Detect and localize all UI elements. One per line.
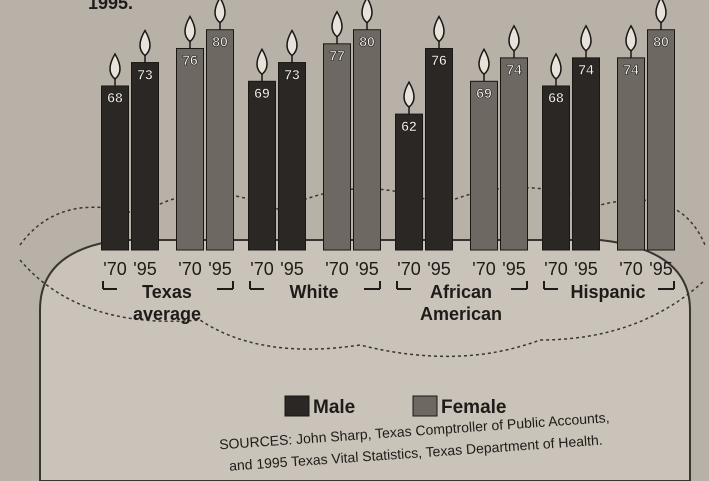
candle-flame [140, 31, 150, 56]
candle-flame [581, 26, 591, 51]
bar [471, 81, 498, 250]
x-tick-label: '70 [178, 259, 201, 279]
value-label: 68 [548, 90, 564, 106]
value-label: 69 [476, 85, 492, 101]
category-label: Hispanic [548, 281, 668, 303]
x-tick-label: '70 [250, 259, 273, 279]
x-tick-label: '95 [427, 259, 450, 279]
value-label: 74 [623, 62, 639, 78]
candle-flame [404, 82, 414, 107]
bar [618, 58, 645, 250]
value-label: 76 [182, 52, 198, 68]
value-label: 69 [254, 85, 270, 101]
candle-flame [257, 49, 267, 74]
bar [426, 48, 453, 250]
bar [354, 30, 381, 250]
bar [501, 58, 528, 250]
value-label: 62 [401, 118, 417, 134]
bar [102, 86, 129, 250]
value-label: 77 [329, 48, 345, 64]
candle-flame [332, 12, 342, 37]
legend-swatch [413, 396, 437, 416]
x-tick-label: '95 [355, 259, 378, 279]
value-label: 80 [359, 33, 375, 49]
candle-flame [479, 49, 489, 74]
value-label: 76 [431, 52, 447, 68]
value-label: 80 [653, 33, 669, 49]
x-tick-label: '70 [472, 259, 495, 279]
candle-flame [362, 0, 372, 23]
candle-flame [626, 26, 636, 51]
x-tick-label: '95 [208, 259, 231, 279]
bar [573, 58, 600, 250]
bar [648, 30, 675, 250]
x-tick-label: '70 [619, 259, 642, 279]
bar [324, 44, 351, 250]
candle-flame [185, 16, 195, 41]
candle-flame [509, 26, 519, 51]
bar [132, 63, 159, 250]
category-label: African American [401, 281, 521, 325]
x-tick-label: '70 [397, 259, 420, 279]
value-label: 68 [107, 90, 123, 106]
bar [396, 114, 423, 250]
legend-swatch [285, 396, 309, 416]
candle-flame [215, 0, 225, 23]
value-label: 74 [578, 62, 594, 78]
legend-label: Female [441, 397, 506, 418]
x-tick-label: '70 [544, 259, 567, 279]
candle-flame [110, 54, 120, 79]
value-label: 73 [284, 66, 300, 82]
bar [279, 63, 306, 250]
bar [207, 30, 234, 250]
x-tick-label: '95 [574, 259, 597, 279]
value-label: 80 [212, 33, 228, 49]
category-label: Texas average [107, 281, 227, 325]
page: 1995. 68 '70 73 '95 76 '70 80 '95 69 '70 73 '95 77 '7… [0, 0, 709, 481]
value-label: 73 [137, 66, 153, 82]
x-tick-label: '95 [649, 259, 672, 279]
category-label: White [254, 281, 374, 303]
candle-flame [656, 0, 666, 23]
bar [177, 48, 204, 250]
candle-flame [551, 54, 561, 79]
candle-flame [434, 16, 444, 41]
chart: 1995. 68 '70 73 '95 76 '70 80 '95 69 '70 73 '95 77 '7… [0, 0, 709, 481]
value-label: 74 [506, 62, 522, 78]
x-tick-label: '70 [325, 259, 348, 279]
x-tick-label: '70 [103, 259, 126, 279]
x-tick-label: '95 [280, 259, 303, 279]
bar [543, 86, 570, 250]
x-tick-label: '95 [502, 259, 525, 279]
x-tick-label: '95 [133, 259, 156, 279]
bar [249, 81, 276, 250]
title: 1995. [88, 0, 133, 13]
legend-label: Male [313, 397, 355, 418]
candle-flame [287, 31, 297, 56]
